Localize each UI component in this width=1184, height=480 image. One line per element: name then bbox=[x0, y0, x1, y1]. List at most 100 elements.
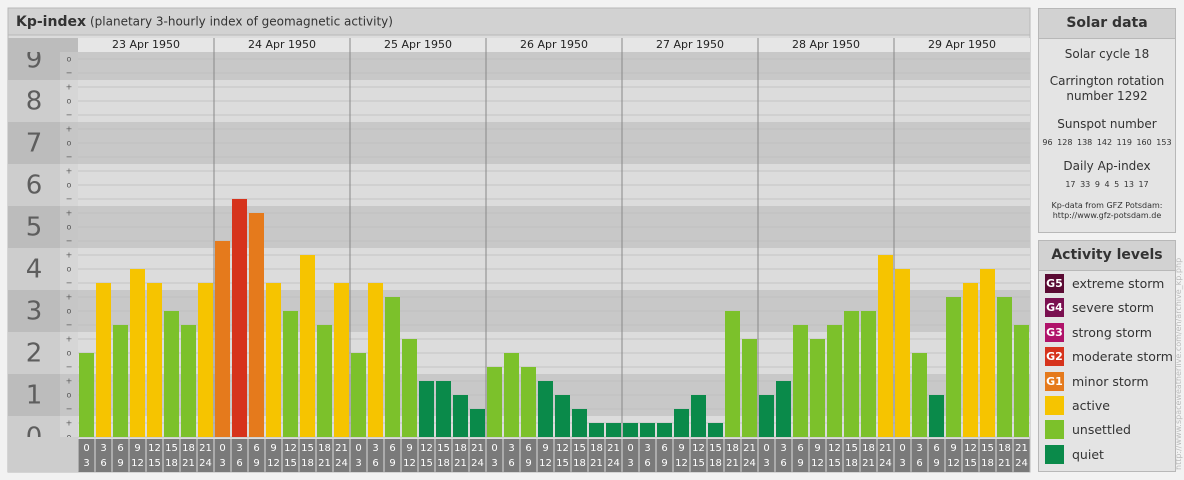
subtick-label: − bbox=[66, 404, 73, 413]
band bbox=[78, 415, 1030, 437]
level-name: extreme storm bbox=[1072, 276, 1165, 291]
hour-cell bbox=[1013, 439, 1030, 472]
subtick-label: − bbox=[66, 236, 73, 245]
watermark: http://www.spaceweatherlive.com/en/archi… bbox=[1174, 257, 1183, 470]
hour-label: 9 bbox=[814, 443, 820, 454]
bar bbox=[96, 282, 111, 437]
hour-cell bbox=[384, 439, 401, 472]
hour-cell bbox=[741, 439, 758, 472]
level-item: G5 extreme storm bbox=[1045, 274, 1164, 294]
subtick-label: o bbox=[67, 348, 72, 357]
date-label: 27 Apr 1950 bbox=[656, 38, 724, 51]
title-bar bbox=[7, 7, 1031, 36]
bar bbox=[351, 352, 366, 437]
hour-label: 21 bbox=[726, 458, 739, 469]
hour-cell bbox=[537, 439, 554, 472]
subtick-label: o bbox=[67, 264, 72, 273]
level-code: G3 bbox=[1046, 325, 1063, 339]
subtick-label: + bbox=[66, 209, 73, 218]
hour-label: 12 bbox=[420, 443, 433, 454]
bar bbox=[79, 352, 94, 437]
band bbox=[60, 247, 78, 290]
subtick-label: o bbox=[67, 390, 72, 399]
hour-cell bbox=[282, 439, 299, 472]
hour-cell bbox=[843, 439, 860, 472]
hour-cell bbox=[112, 439, 129, 472]
level-swatch bbox=[1045, 420, 1064, 440]
hour-label: 6 bbox=[644, 458, 650, 469]
band bbox=[60, 52, 78, 80]
date-label: 28 Apr 1950 bbox=[792, 38, 860, 51]
hour-label: 15 bbox=[165, 443, 178, 454]
bar bbox=[300, 255, 315, 437]
hour-cell bbox=[554, 439, 571, 472]
hour-label: 3 bbox=[627, 458, 633, 469]
hour-label: 15 bbox=[148, 458, 161, 469]
hour-label: 21 bbox=[454, 458, 467, 469]
sunspot-value: 128 bbox=[1057, 138, 1073, 147]
hour-label: 3 bbox=[355, 458, 361, 469]
hour-cell bbox=[979, 439, 996, 472]
bar bbox=[504, 352, 519, 437]
band bbox=[60, 373, 78, 416]
hour-label: 12 bbox=[539, 458, 552, 469]
y-tick-label: 8 bbox=[26, 86, 43, 116]
hour-label: 6 bbox=[780, 458, 786, 469]
bar bbox=[130, 268, 145, 437]
subtick-label: + bbox=[66, 125, 73, 134]
hour-cell bbox=[860, 439, 877, 472]
hour-label: 0 bbox=[899, 443, 905, 454]
hour-label: 15 bbox=[573, 443, 586, 454]
level-code: G4 bbox=[1046, 301, 1063, 315]
bar bbox=[317, 324, 332, 437]
level-swatch: G5 bbox=[1045, 274, 1064, 293]
ap-value: 9 bbox=[1094, 180, 1100, 189]
hour-cell bbox=[197, 439, 214, 472]
sunspot-value: 138 bbox=[1076, 138, 1093, 147]
hour-cell bbox=[401, 439, 418, 472]
hour-label: 9 bbox=[389, 458, 395, 469]
bar bbox=[521, 366, 536, 437]
bar bbox=[334, 282, 349, 437]
level-swatch: G1 bbox=[1045, 371, 1064, 391]
hour-cell bbox=[792, 439, 809, 472]
bar bbox=[657, 423, 672, 437]
bar bbox=[147, 282, 162, 437]
level-name: quiet bbox=[1072, 446, 1104, 462]
hour-cell bbox=[826, 439, 843, 472]
y-tick-label: 5 bbox=[26, 212, 43, 242]
hour-cell bbox=[180, 439, 197, 472]
ap-value: 17 bbox=[1065, 180, 1076, 189]
bar bbox=[861, 310, 876, 437]
hour-label: 9 bbox=[678, 443, 684, 454]
bar bbox=[827, 324, 842, 437]
hour-cell bbox=[775, 439, 792, 472]
hour-cell bbox=[945, 439, 962, 472]
hour-cell bbox=[129, 439, 146, 472]
hour-label: 15 bbox=[284, 458, 297, 469]
bar bbox=[963, 282, 978, 437]
date-label: 29 Apr 1950 bbox=[928, 38, 996, 51]
date-label: 24 Apr 1950 bbox=[248, 38, 316, 51]
hour-label: 9 bbox=[525, 458, 531, 469]
date-header bbox=[78, 38, 1030, 52]
hour-cell bbox=[435, 439, 452, 472]
band bbox=[8, 121, 60, 164]
ap-value: 13 bbox=[1123, 180, 1134, 189]
subtick-label: + bbox=[66, 293, 73, 302]
band bbox=[8, 247, 60, 290]
hour-cell bbox=[316, 439, 333, 472]
date-label: 25 Apr 1950 bbox=[384, 38, 452, 51]
source: Kp-data from GFZ Potsdam: bbox=[1051, 201, 1163, 210]
sunspot-value: 96 bbox=[1042, 138, 1053, 147]
hour-label: 18 bbox=[318, 443, 331, 454]
hour-cell bbox=[911, 439, 928, 472]
hour-label: 21 bbox=[743, 443, 756, 454]
hour-label: 0 bbox=[491, 443, 497, 454]
level-item: G2 moderate storm bbox=[1045, 347, 1173, 367]
hour-label: 21 bbox=[182, 458, 195, 469]
hour-cell bbox=[656, 439, 673, 472]
hour-label: 18 bbox=[437, 458, 450, 469]
hour-label: 6 bbox=[661, 443, 667, 454]
hour-label: 21 bbox=[590, 458, 603, 469]
